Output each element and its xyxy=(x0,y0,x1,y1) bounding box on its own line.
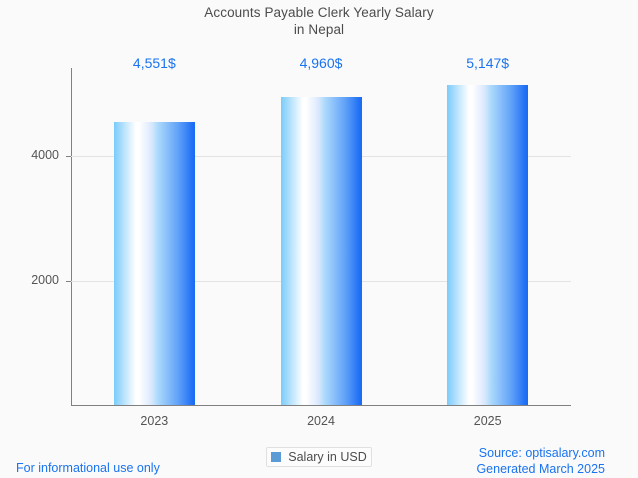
source-text: Source: optisalary.com xyxy=(478,446,605,460)
chart-title: Accounts Payable Clerk Yearly Salary in … xyxy=(0,4,638,38)
x-tick-label-2023: 2023 xyxy=(140,414,169,428)
bar-value-2025: 5,147$ xyxy=(466,55,510,71)
bar-2025[interactable] xyxy=(447,84,529,405)
x-tick-label-2025: 2025 xyxy=(473,414,502,428)
y-tick-mark xyxy=(66,280,71,282)
y-axis-line xyxy=(71,68,72,405)
bar-2024[interactable] xyxy=(280,96,362,405)
disclaimer-text: For informational use only xyxy=(16,461,160,475)
source-block: Source: optisalary.com Generated March 2… xyxy=(476,446,605,477)
bar-2023[interactable] xyxy=(113,122,195,405)
x-axis-line xyxy=(71,405,571,406)
y-tick-mark xyxy=(66,156,71,158)
chart-title-line2: in Nepal xyxy=(293,22,345,37)
chart-legend: Salary in USD xyxy=(0,447,638,467)
legend-label: Salary in USD xyxy=(288,450,367,464)
generated-text: Generated March 2025 xyxy=(476,461,605,476)
bar-value-2023: 4,551$ xyxy=(132,55,176,71)
bar-value-2024: 4,960$ xyxy=(299,55,343,71)
chart-title-line1: Accounts Payable Clerk Yearly Salary xyxy=(204,5,434,20)
legend-swatch-icon xyxy=(271,452,282,462)
y-tick-label: 4000 xyxy=(31,148,59,163)
y-tick-label: 2000 xyxy=(31,272,59,287)
legend-item-salary[interactable]: Salary in USD xyxy=(266,447,372,467)
x-tick-label-2024: 2024 xyxy=(307,414,335,428)
plot-area xyxy=(66,68,571,406)
